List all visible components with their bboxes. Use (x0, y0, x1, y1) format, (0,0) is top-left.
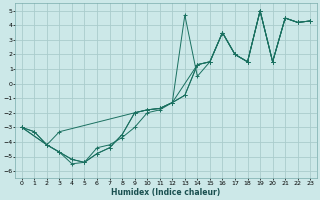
X-axis label: Humidex (Indice chaleur): Humidex (Indice chaleur) (111, 188, 220, 197)
